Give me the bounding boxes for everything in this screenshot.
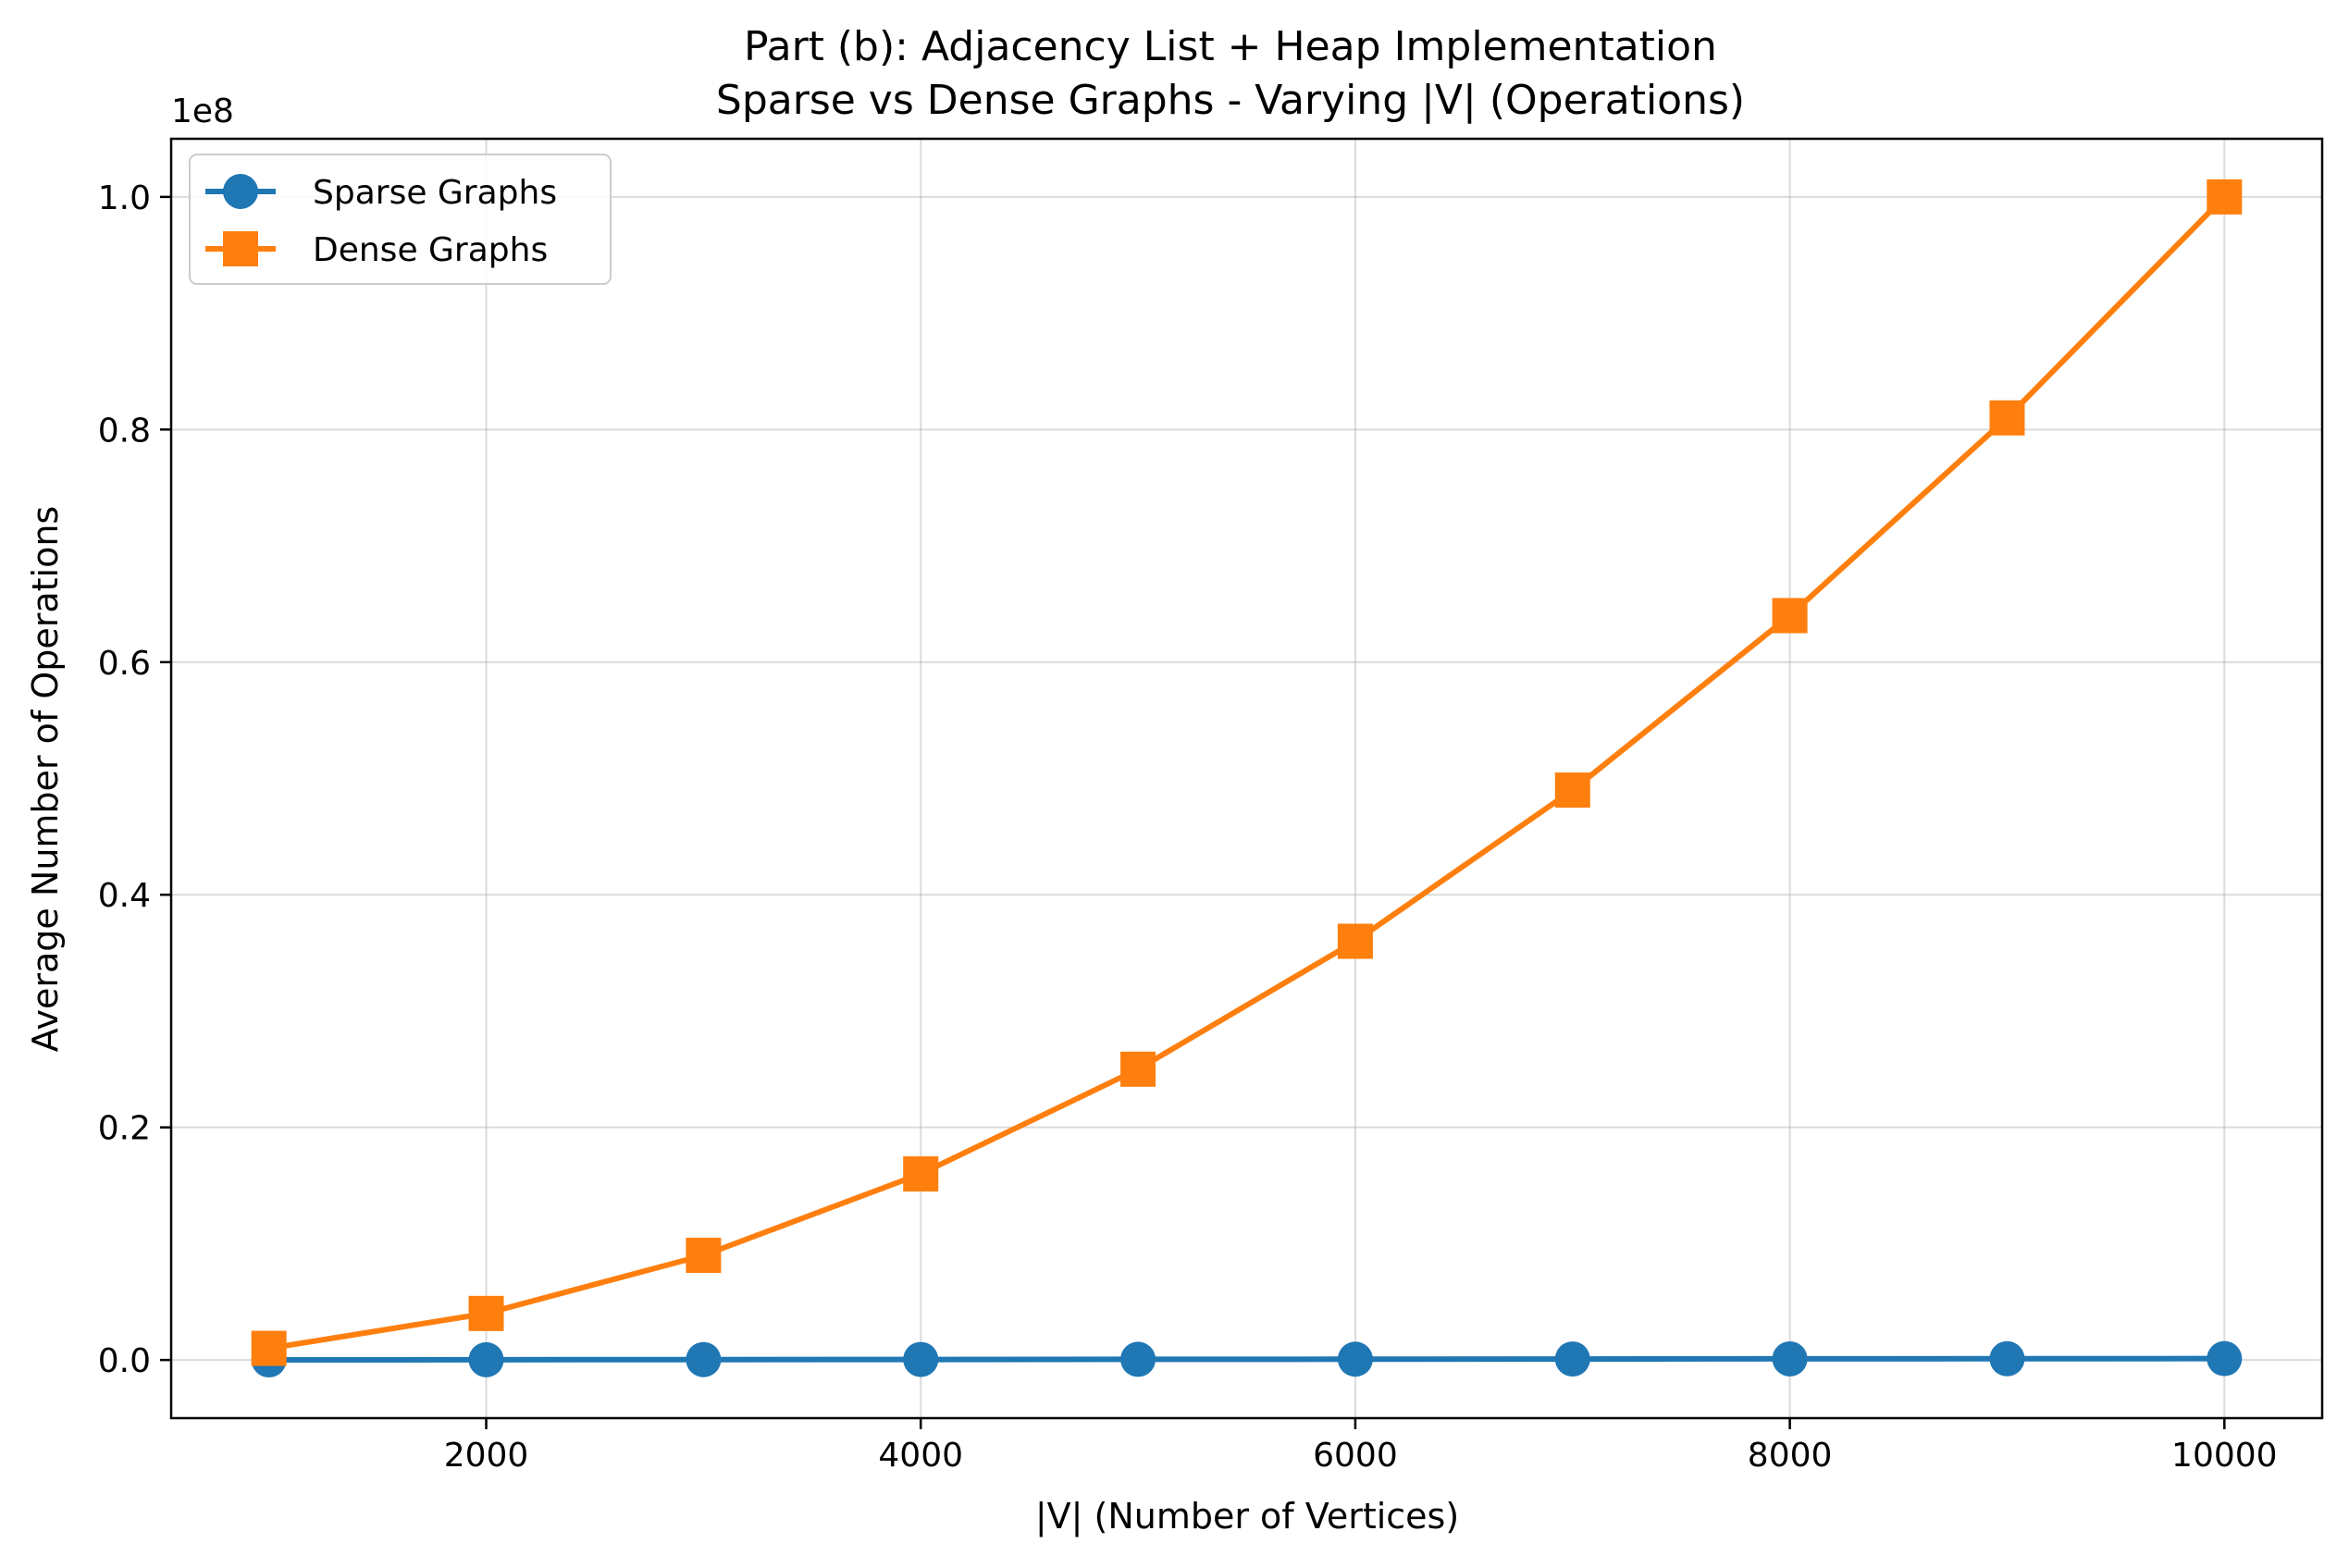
data-point-square — [468, 1295, 504, 1331]
data-point-circle — [1554, 1341, 1590, 1377]
plot-area: 2000 4000 6000 8000 10000 0.0 0.2 0.4 0.6 0.8 1.0 S… — [98, 137, 2324, 1475]
legend: Sparse Graphs Dense Graphs — [189, 154, 612, 285]
axes-frame — [169, 137, 2324, 1420]
x-tick-label: 2000 — [444, 1437, 529, 1475]
y-tick-label: 1.0 — [98, 179, 151, 217]
x-tick-label: 8000 — [1748, 1437, 1833, 1475]
series-line — [266, 1355, 2228, 1364]
series-line — [266, 192, 2229, 1352]
x-tick-label: 6000 — [1313, 1437, 1398, 1475]
x-tick-label: 10000 — [2171, 1437, 2278, 1475]
legend-box — [189, 154, 612, 285]
data-point-square — [1989, 400, 2025, 436]
data-point-circle — [1337, 1341, 1373, 1377]
y-tick-label: 0.4 — [98, 877, 151, 915]
data-point-square — [251, 1330, 287, 1366]
x-axis-label: |V| (Number of Vertices) — [1035, 1496, 1459, 1537]
data-point-circle — [686, 1341, 722, 1377]
legend-item-2: Dense Graphs — [205, 231, 548, 269]
chart-subtitle: Sparse vs Dense Graphs - Varying |V| (Op… — [716, 77, 1745, 124]
data-point-square — [903, 1155, 939, 1191]
data-point-circle — [1120, 1341, 1156, 1377]
data-point-square — [686, 1237, 722, 1273]
data-point-square — [1120, 1051, 1156, 1087]
legend-square-marker — [223, 231, 258, 266]
y-tick-label: 0.8 — [98, 412, 151, 450]
data-point-circle — [2207, 1340, 2243, 1377]
series-1 — [251, 1340, 2243, 1378]
legend-label: Sparse Graphs — [313, 174, 557, 212]
legend-label: Dense Graphs — [313, 231, 548, 269]
data-point-circle — [1989, 1340, 2025, 1377]
data-point-square — [1337, 923, 1373, 959]
data-point-square — [2207, 179, 2243, 215]
series-2 — [251, 179, 2243, 1366]
data-point-square — [1554, 772, 1590, 809]
chart-title: Part (b): Adjacency List + Heap Implemen… — [744, 23, 1717, 70]
y-tick-label: 0.2 — [98, 1110, 151, 1148]
y-offset-label: 1e8 — [171, 93, 234, 130]
data-point-circle — [468, 1341, 504, 1377]
y-tick-label: 0.6 — [98, 645, 151, 683]
legend-circle-marker — [223, 174, 258, 209]
y-tick-label: 0.0 — [98, 1342, 151, 1380]
data-point-square — [1772, 598, 1808, 634]
x-tick-label: 4000 — [878, 1437, 963, 1475]
data-point-circle — [1772, 1340, 1808, 1377]
data-point-circle — [903, 1341, 939, 1377]
legend-item-1: Sparse Graphs — [205, 174, 557, 212]
y-axis-label: Average Number of Operations — [25, 506, 66, 1052]
